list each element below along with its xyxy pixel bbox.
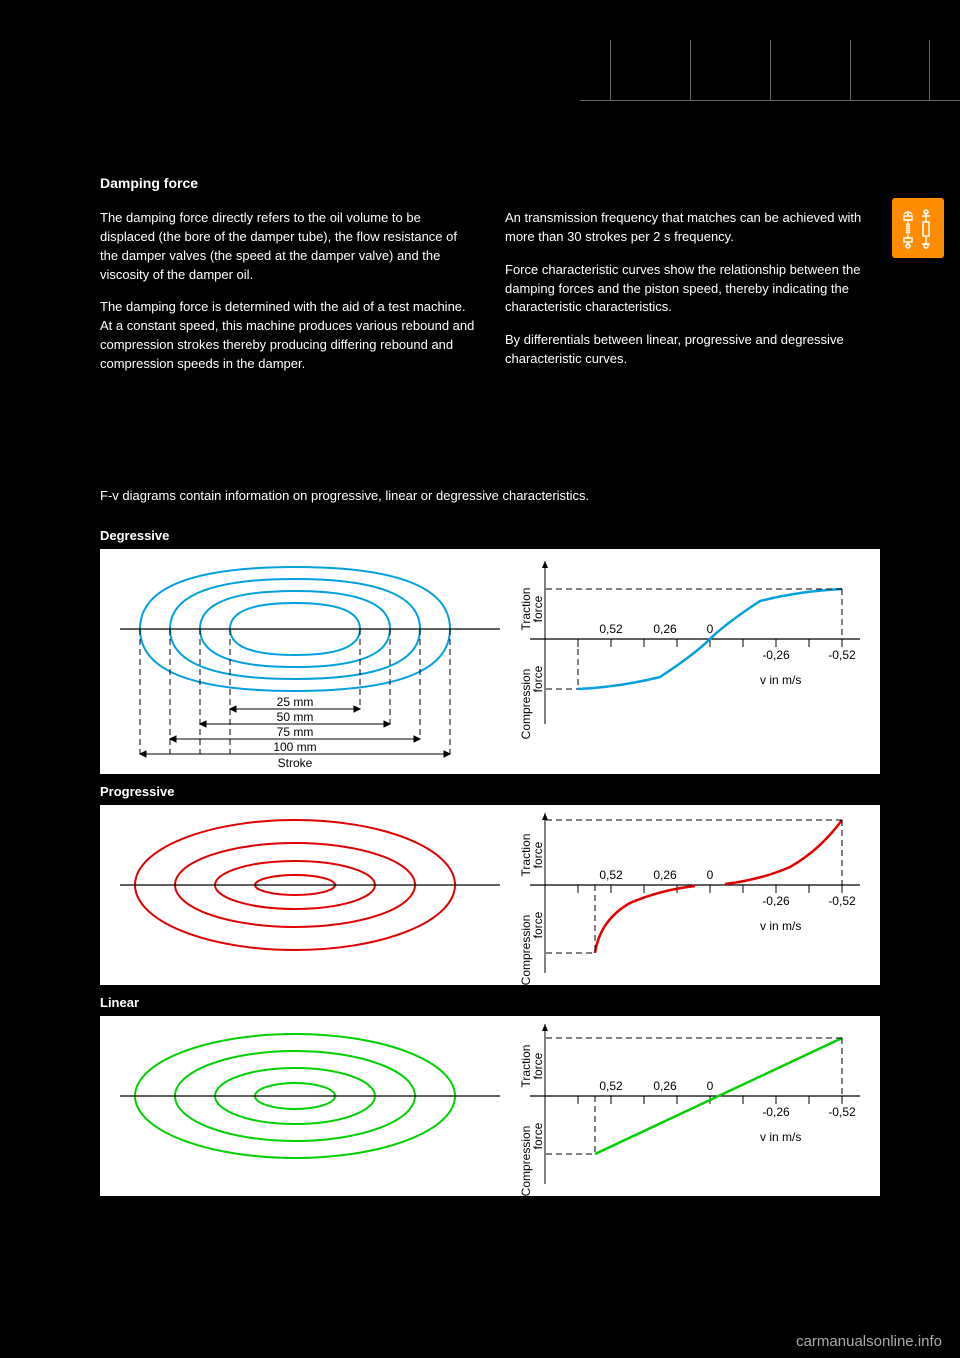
svg-text:-0,26: -0,26 (762, 894, 790, 908)
svg-text:force: force (531, 595, 545, 622)
paragraph: The damping force directly refers to the… (100, 209, 475, 284)
svg-text:v in m/s: v in m/s (760, 919, 801, 933)
svg-text:0,52: 0,52 (599, 622, 623, 636)
svg-text:-0,26: -0,26 (762, 648, 790, 662)
svg-text:0: 0 (707, 1079, 714, 1093)
svg-text:0,52: 0,52 (599, 868, 623, 882)
svg-text:force: force (531, 1052, 545, 1079)
suspension-icon (892, 198, 944, 258)
chart-label-linear: Linear (100, 995, 880, 1010)
svg-text:force: force (531, 665, 545, 692)
svg-text:0,26: 0,26 (653, 1079, 677, 1093)
svg-text:force: force (531, 911, 545, 938)
linear-chart: 0,52 0,26 0 -0,26 -0,52 v in m/s Tractio… (100, 1016, 880, 1196)
chart-label-progressive: Progressive (100, 784, 880, 799)
svg-text:50 mm: 50 mm (277, 710, 314, 724)
svg-text:v in m/s: v in m/s (760, 673, 801, 687)
svg-text:v in m/s: v in m/s (760, 1130, 801, 1144)
paragraph: An transmission frequency that matches c… (505, 209, 880, 247)
header-tab (850, 40, 930, 100)
paragraph: The damping force is determined with the… (100, 298, 475, 373)
svg-text:-0,52: -0,52 (828, 894, 856, 908)
degressive-chart: 25 mm 50 mm 75 mm 100 mm Stroke 0,52 (100, 549, 880, 774)
svg-text:0,52: 0,52 (599, 1079, 623, 1093)
paragraph: By differentials between linear, progres… (505, 331, 880, 369)
svg-text:0: 0 (707, 868, 714, 882)
svg-text:0,26: 0,26 (653, 868, 677, 882)
divider (580, 100, 960, 101)
svg-text:force: force (531, 841, 545, 868)
header-tab (610, 40, 690, 100)
svg-text:-0,52: -0,52 (828, 648, 856, 662)
svg-text:25 mm: 25 mm (277, 695, 314, 709)
svg-text:-0,52: -0,52 (828, 1105, 856, 1119)
progressive-chart: 0,52 0,26 0 -0,26 -0,52 v in m/s Tractio… (100, 805, 880, 985)
svg-text:100 mm: 100 mm (273, 740, 316, 754)
paragraph: Force characteristic curves show the rel… (505, 261, 880, 318)
svg-text:75 mm: 75 mm (277, 725, 314, 739)
svg-text:0: 0 (707, 622, 714, 636)
watermark: carmanualsonline.info (796, 1333, 942, 1350)
svg-text:-0,26: -0,26 (762, 1105, 790, 1119)
fv-intro: F-v diagrams contain information on prog… (100, 488, 880, 503)
header-tab (770, 40, 850, 100)
section-title: Damping force (100, 175, 880, 191)
chart-label-degressive: Degressive (100, 528, 880, 543)
header-tab (690, 40, 770, 100)
svg-text:0,26: 0,26 (653, 622, 677, 636)
svg-text:Stroke: Stroke (278, 756, 313, 770)
header-tabs (610, 40, 930, 100)
svg-text:force: force (531, 1122, 545, 1149)
